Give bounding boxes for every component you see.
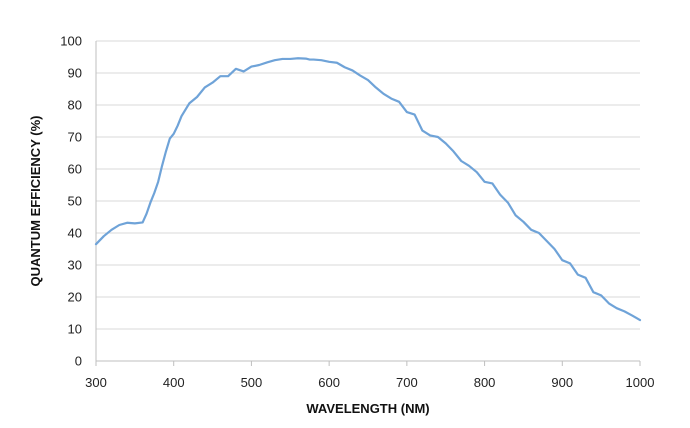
y-tick-label-80: 80 (68, 98, 82, 113)
x-tick-label-500: 500 (241, 375, 263, 390)
x-tick-label-900: 900 (551, 375, 573, 390)
y-axis-title: QUANTUM EFFICIENCY (%) (28, 116, 43, 287)
tick-labels: 0 10 20 30 40 50 60 70 80 90 100 300 400 500 600 700 800… (60, 34, 654, 391)
y-tick-label-0: 0 (75, 354, 82, 369)
grid-lines (96, 40, 640, 330)
y-tick-label-50: 50 (68, 194, 82, 209)
y-tick-label-40: 40 (68, 226, 82, 241)
x-tick-label-300: 300 (85, 375, 107, 390)
x-axis-title: WAVELENGTH (NM) (306, 401, 429, 416)
y-tick-label-30: 30 (68, 258, 82, 273)
x-tick-label-700: 700 (396, 375, 418, 390)
x-tick-label-600: 600 (318, 375, 340, 390)
y-tick-label-60: 60 (68, 162, 82, 177)
y-tick-label-10: 10 (68, 322, 82, 337)
series-line-0 (94, 57, 642, 322)
y-tick-label-70: 70 (68, 130, 82, 145)
x-tick-label-800: 800 (474, 375, 496, 390)
y-tick-label-90: 90 (68, 66, 82, 81)
y-tick-label-100: 100 (60, 34, 82, 49)
series-layer (94, 57, 642, 322)
x-tick-label-400: 400 (163, 375, 185, 390)
axes (95, 41, 641, 366)
x-tick-label-1000: 1000 (626, 375, 655, 390)
y-tick-label-20: 20 (68, 290, 82, 305)
